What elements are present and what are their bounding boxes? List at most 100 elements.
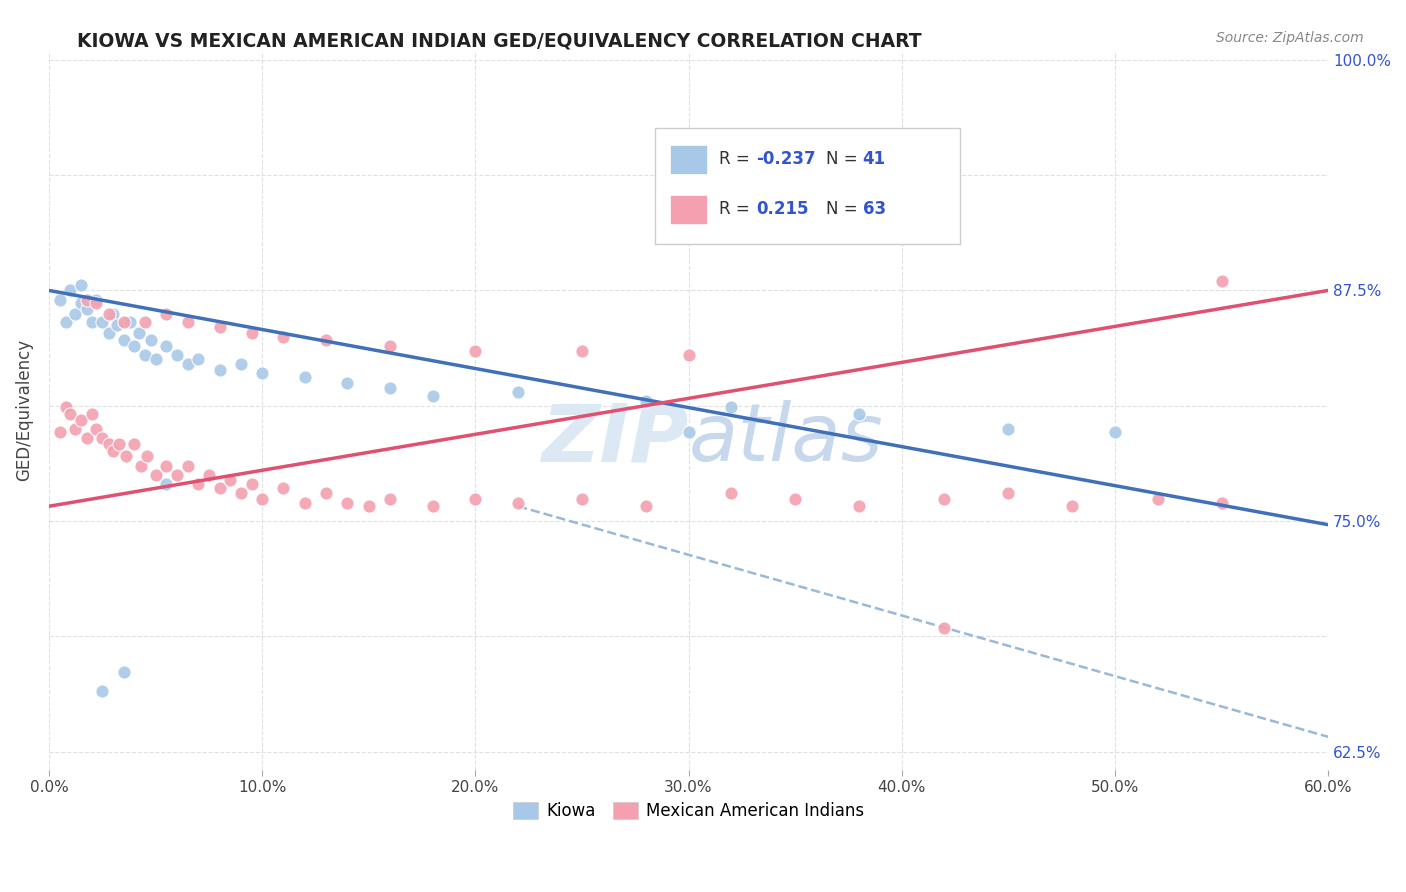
Point bbox=[997, 486, 1019, 500]
Y-axis label: GED/Equivalency: GED/Equivalency bbox=[15, 339, 32, 482]
Point bbox=[91, 431, 114, 445]
Point bbox=[141, 333, 163, 347]
Point bbox=[848, 407, 870, 421]
Point bbox=[336, 495, 359, 509]
Point bbox=[250, 491, 273, 506]
Point bbox=[219, 474, 242, 488]
Point bbox=[997, 422, 1019, 436]
Point bbox=[70, 277, 93, 292]
Point bbox=[155, 307, 177, 321]
Point bbox=[634, 500, 657, 514]
Point bbox=[134, 348, 156, 362]
Point bbox=[145, 351, 167, 366]
Point bbox=[101, 307, 124, 321]
Point bbox=[136, 450, 159, 464]
Point bbox=[176, 458, 198, 473]
Point bbox=[59, 407, 82, 421]
Point bbox=[48, 293, 70, 307]
Point bbox=[55, 315, 77, 329]
Point bbox=[678, 348, 700, 362]
Point bbox=[155, 458, 177, 473]
Point bbox=[464, 491, 486, 506]
Point bbox=[91, 683, 114, 698]
Point bbox=[176, 357, 198, 371]
Point bbox=[720, 400, 742, 414]
Point bbox=[378, 381, 401, 395]
Point bbox=[198, 467, 221, 482]
Point bbox=[315, 333, 337, 347]
Point bbox=[84, 296, 107, 310]
Text: N =: N = bbox=[827, 201, 863, 219]
Point bbox=[720, 486, 742, 500]
Point bbox=[80, 315, 103, 329]
Point bbox=[785, 491, 807, 506]
Legend: Kiowa, Mexican American Indians: Kiowa, Mexican American Indians bbox=[506, 795, 870, 826]
Point bbox=[273, 329, 295, 343]
Point bbox=[76, 293, 98, 307]
Point bbox=[240, 326, 263, 340]
Point bbox=[506, 495, 529, 509]
Point bbox=[166, 467, 188, 482]
Point bbox=[48, 425, 70, 440]
Text: 0.215: 0.215 bbox=[756, 201, 808, 219]
Point bbox=[934, 621, 956, 635]
Point bbox=[1211, 495, 1233, 509]
Point bbox=[63, 422, 86, 436]
Text: 63: 63 bbox=[863, 201, 886, 219]
Point bbox=[934, 491, 956, 506]
Point bbox=[80, 407, 103, 421]
Point bbox=[112, 315, 135, 329]
Point bbox=[112, 665, 135, 680]
Point bbox=[571, 491, 593, 506]
Point bbox=[229, 357, 252, 371]
Point bbox=[118, 315, 141, 329]
Point bbox=[294, 495, 316, 509]
Point bbox=[55, 400, 77, 414]
Point bbox=[70, 296, 93, 310]
Point bbox=[1104, 425, 1126, 440]
Point bbox=[129, 458, 152, 473]
Point bbox=[1211, 274, 1233, 288]
Point bbox=[848, 500, 870, 514]
Text: ZIP: ZIP bbox=[541, 401, 689, 478]
Point bbox=[464, 344, 486, 359]
Text: -0.237: -0.237 bbox=[756, 150, 815, 169]
Point bbox=[336, 376, 359, 390]
Point bbox=[208, 320, 231, 334]
Text: 41: 41 bbox=[863, 150, 886, 169]
Text: KIOWA VS MEXICAN AMERICAN INDIAN GED/EQUIVALENCY CORRELATION CHART: KIOWA VS MEXICAN AMERICAN INDIAN GED/EQU… bbox=[77, 31, 922, 50]
Point bbox=[155, 477, 177, 491]
Point bbox=[59, 284, 82, 298]
Point bbox=[114, 450, 136, 464]
Point bbox=[208, 363, 231, 377]
Point bbox=[378, 339, 401, 353]
Point bbox=[63, 307, 86, 321]
Point bbox=[97, 307, 120, 321]
Point bbox=[112, 333, 135, 347]
Point bbox=[145, 467, 167, 482]
Point bbox=[315, 486, 337, 500]
Point bbox=[76, 431, 98, 445]
Text: N =: N = bbox=[827, 150, 863, 169]
Point bbox=[105, 318, 128, 333]
Point bbox=[250, 367, 273, 381]
Point bbox=[422, 388, 444, 402]
Point bbox=[155, 339, 177, 353]
Text: Source: ZipAtlas.com: Source: ZipAtlas.com bbox=[1216, 31, 1364, 45]
Point bbox=[571, 344, 593, 359]
Point bbox=[187, 477, 209, 491]
Point bbox=[187, 351, 209, 366]
Point bbox=[134, 315, 156, 329]
Text: atlas: atlas bbox=[689, 401, 883, 478]
Point bbox=[97, 436, 120, 450]
Point bbox=[506, 384, 529, 399]
Point bbox=[122, 339, 145, 353]
Point bbox=[634, 394, 657, 409]
Point bbox=[84, 422, 107, 436]
Point bbox=[176, 315, 198, 329]
Point bbox=[84, 293, 107, 307]
Point bbox=[101, 444, 124, 458]
Point bbox=[128, 326, 150, 340]
Point bbox=[122, 436, 145, 450]
Text: R =: R = bbox=[720, 150, 755, 169]
